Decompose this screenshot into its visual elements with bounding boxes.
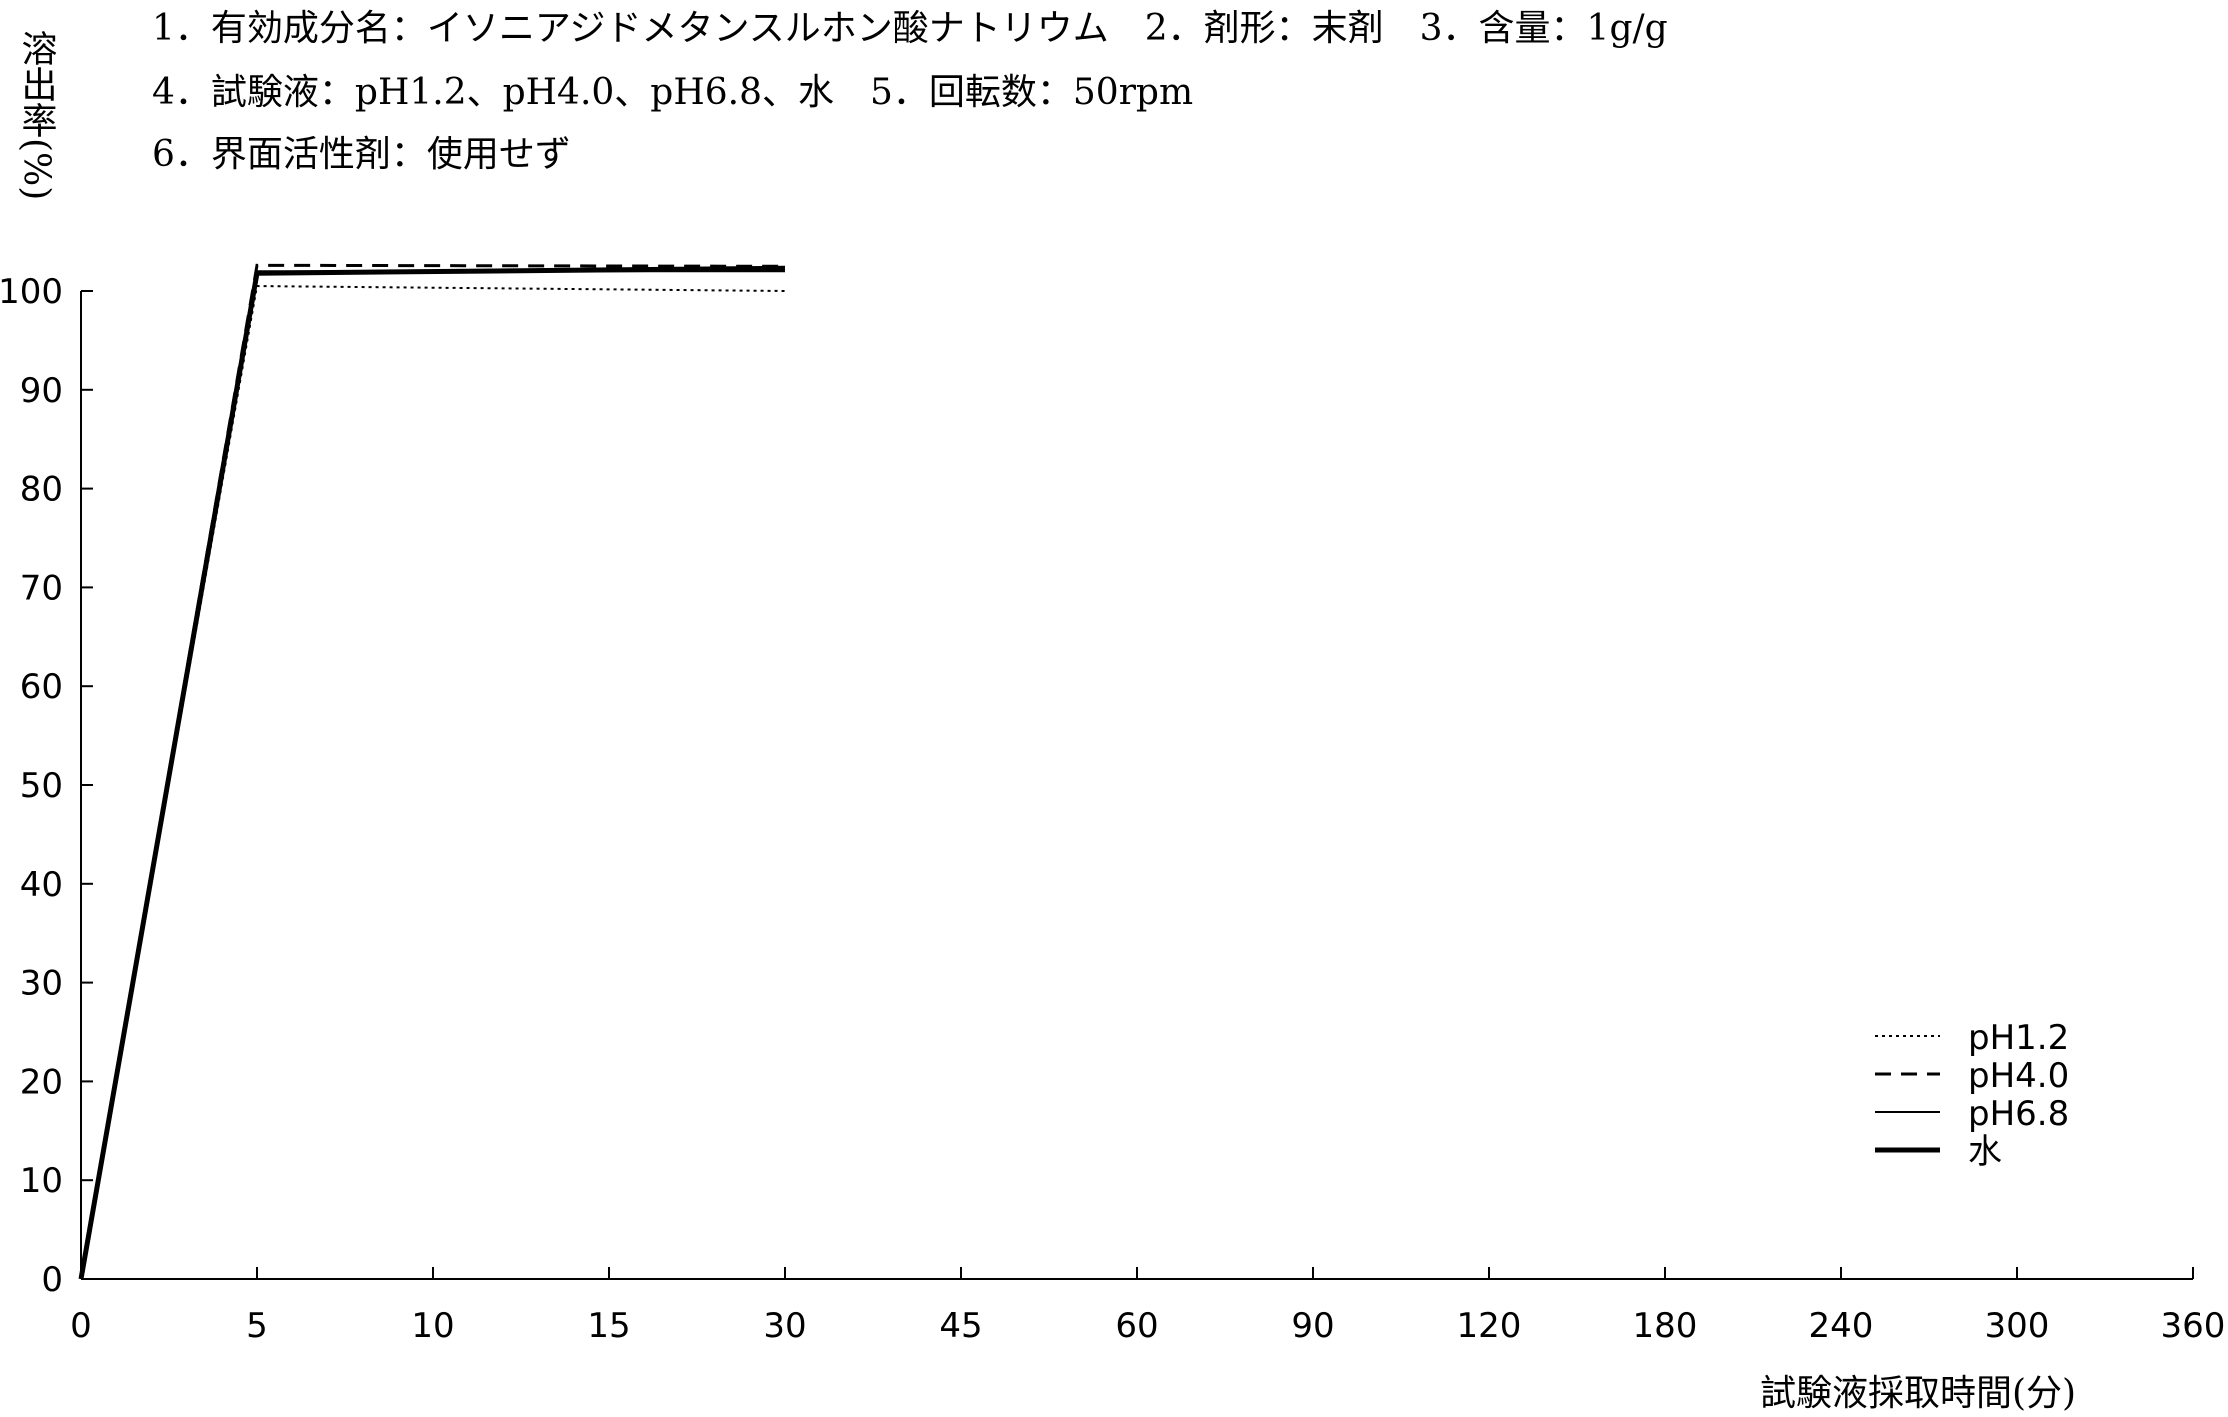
header-line-1: 1．有効成分名：イソニアジドメタンスルホン酸ナトリウム 2．剤形：末剤 3．含量…	[152, 8, 1668, 49]
x-tick-label: 15	[587, 1306, 630, 1346]
y-tick-label: 100	[0, 272, 63, 312]
x-tick-label: 60	[1115, 1306, 1158, 1346]
y-tick-label: 10	[20, 1161, 63, 1201]
x-tick-label: 240	[1809, 1306, 1874, 1346]
series-line-pH6.8	[80, 270, 785, 1280]
x-tick-label: 30	[763, 1306, 806, 1346]
y-tick-label: 90	[20, 371, 63, 411]
x-tick-label: 10	[411, 1306, 454, 1346]
header-line-2: 4．試験液：pH1.2、pH4.0、pH6.8、水 5．回転数：50rpm	[152, 72, 1193, 113]
series-line-水	[78, 265, 786, 1280]
x-tick-label: 180	[1633, 1306, 1698, 1346]
legend-label: pH6.8	[1968, 1094, 2069, 1134]
series-line-pH4.0	[79, 263, 786, 1280]
x-tick-label: 5	[246, 1306, 268, 1346]
x-tick-label: 90	[1291, 1306, 1334, 1346]
x-tick-label: 0	[70, 1306, 92, 1346]
y-axis-label: 溶出率(%)	[16, 30, 57, 201]
legend-label: pH4.0	[1968, 1056, 2069, 1096]
header-line-3: 6．界面活性剤：使用せず	[152, 134, 571, 175]
x-tick-label: 360	[2161, 1306, 2226, 1346]
legend-label: pH1.2	[1968, 1018, 2069, 1058]
y-tick-label: 70	[20, 568, 63, 608]
legend-label: 水	[1968, 1132, 2002, 1172]
y-tick-label: 20	[20, 1062, 63, 1102]
axes: 0 5 10 15 30 45 60 90 120 180 240 300 360 0 10 20 30 40 50…	[0, 272, 2225, 1346]
x-axis-label: 試験液採取時間(分)	[1760, 1373, 2076, 1414]
y-tick-label: 30	[20, 964, 63, 1004]
x-tick-label: 120	[1457, 1306, 1522, 1346]
y-tick-label: 40	[20, 865, 63, 905]
series-line-pH1.2	[80, 285, 786, 1280]
y-tick-label: 0	[41, 1260, 63, 1300]
x-tick-label: 300	[1985, 1306, 2050, 1346]
y-tick-label: 50	[20, 766, 63, 806]
y-tick-label: 60	[20, 667, 63, 707]
x-tick-label: 45	[939, 1306, 982, 1346]
series-group	[78, 263, 786, 1280]
y-tick-label: 80	[20, 470, 63, 510]
